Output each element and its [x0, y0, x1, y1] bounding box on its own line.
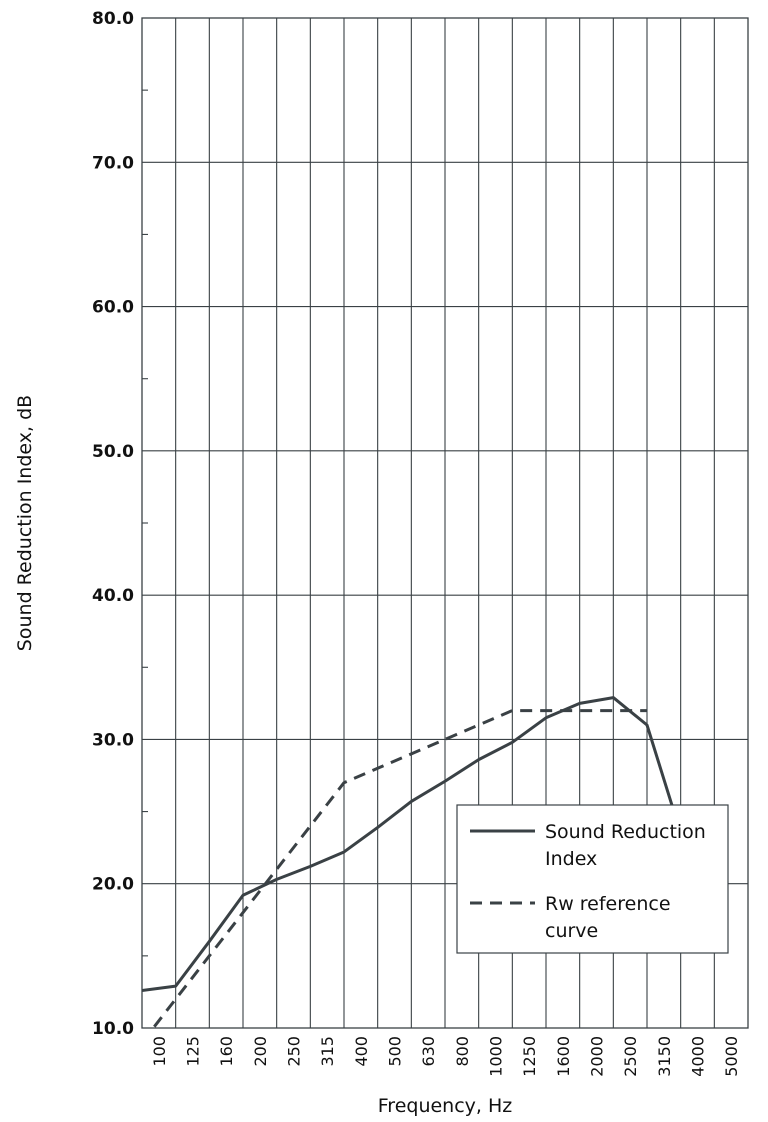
y-tick-label: 30.0 [92, 730, 134, 750]
series-line-sound-reduction-index [142, 696, 716, 992]
x-tick-label: 2000 [588, 1036, 607, 1077]
x-tick-label: 630 [419, 1036, 438, 1067]
x-tick-label: 1000 [487, 1036, 506, 1077]
x-tick-label: 1250 [520, 1036, 539, 1077]
x-tick-label: 3150 [655, 1036, 674, 1077]
x-tick-label: 125 [184, 1036, 203, 1067]
x-tick-label: 250 [285, 1036, 304, 1067]
legend: Sound Reduction Index Rw reference curve [456, 804, 729, 954]
legend-label-rw-reference-curve-line1: Rw reference [545, 893, 671, 915]
legend-label-rw-reference-curve-line2: curve [545, 920, 598, 942]
y-tick-label: 70.0 [92, 153, 134, 173]
x-axis-label: Frequency, Hz [378, 1095, 513, 1117]
y-tick-label: 80.0 [92, 9, 134, 29]
x-tick-label: 800 [453, 1036, 472, 1067]
x-tick-label: 160 [217, 1036, 236, 1067]
x-tick-label: 315 [318, 1036, 337, 1067]
y-tick-label: 20.0 [92, 875, 134, 895]
x-tick-label: 400 [352, 1036, 371, 1067]
y-tick-label: 40.0 [92, 586, 134, 606]
x-tick-label: 2500 [621, 1036, 640, 1077]
x-tick-label: 1600 [554, 1036, 573, 1077]
series-line-rw-reference-curve [151, 709, 647, 1028]
x-tick-label: 200 [251, 1036, 270, 1067]
y-tick-label: 50.0 [92, 442, 134, 462]
x-tick-label: 5000 [722, 1036, 741, 1077]
x-tick-label: 500 [386, 1036, 405, 1067]
y-tick-label: 60.0 [92, 298, 134, 318]
x-tick-label: 4000 [689, 1036, 708, 1077]
series-layer [142, 696, 716, 1028]
y-axis-label: Sound Reduction Index, dB [14, 395, 36, 651]
y-tick-label: 10.0 [92, 1019, 134, 1039]
x-tick-label: 100 [150, 1036, 169, 1067]
axes [141, 17, 749, 1029]
legend-label-sound-reduction-index-line2: Index [545, 848, 597, 870]
tick-labels: 10.0 20.0 30.0 40.0 50.0 60.0 70.0 80.0 100 125 16… [92, 9, 741, 1077]
legend-label-sound-reduction-index-line1: Sound Reduction [545, 821, 706, 843]
plot-border [141, 17, 749, 1029]
